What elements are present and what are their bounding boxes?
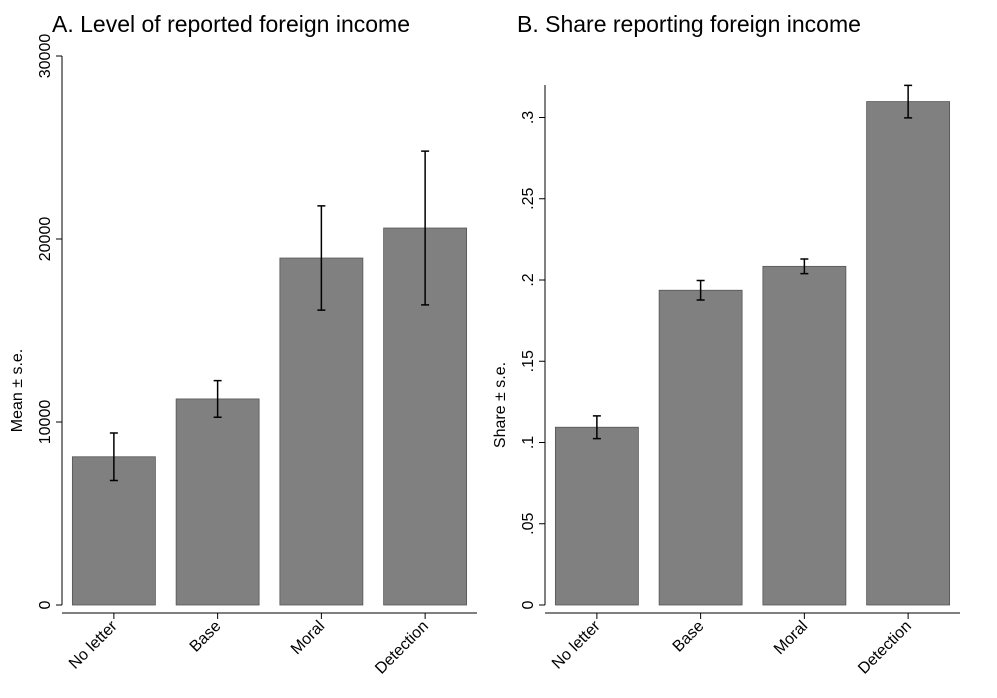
error-bar — [421, 150, 430, 306]
x-tick-label: Detection — [372, 618, 432, 678]
chart-title: B. Share reporting foreign income — [517, 11, 861, 37]
y-tick-label: .3 — [520, 111, 537, 124]
y-tick-label: 0 — [37, 600, 54, 609]
x-tick-label: Moral — [288, 618, 328, 658]
x-tick-label: No letter — [549, 617, 604, 672]
bar — [762, 265, 847, 606]
error-bar — [317, 205, 326, 311]
x-tick-label: Base — [670, 618, 708, 656]
error-bar — [696, 279, 705, 301]
y-tick-label: .25 — [520, 188, 537, 210]
y-tick-label: 0 — [520, 600, 537, 609]
error-bar — [109, 432, 118, 482]
y-tick-label: .05 — [520, 513, 537, 535]
error-bar — [592, 415, 601, 440]
error-bar — [800, 258, 809, 275]
x-tick-label: No letter — [66, 617, 121, 672]
chart-title: A. Level of reported foreign income — [52, 11, 410, 37]
error-bar — [904, 84, 913, 119]
bar — [175, 398, 260, 606]
bar — [71, 456, 156, 606]
y-tick-label: 30000 — [37, 34, 54, 79]
x-tick-label: Moral — [771, 618, 811, 658]
y-tick-label: .15 — [520, 350, 537, 372]
bar — [658, 289, 743, 606]
y-tick-label: .2 — [520, 273, 537, 286]
x-tick-label: Base — [187, 618, 225, 656]
y-axis-label: Mean ± s.e. — [9, 349, 26, 432]
y-tick-label: .1 — [520, 436, 537, 449]
bar — [866, 101, 951, 606]
y-axis-label: Share ± s.e. — [492, 362, 509, 448]
y-tick-label: 10000 — [37, 400, 54, 445]
x-tick-label: Detection — [855, 618, 915, 678]
bar — [554, 426, 639, 606]
bar — [279, 257, 364, 606]
y-tick-label: 20000 — [37, 217, 54, 262]
error-bar — [213, 379, 222, 418]
